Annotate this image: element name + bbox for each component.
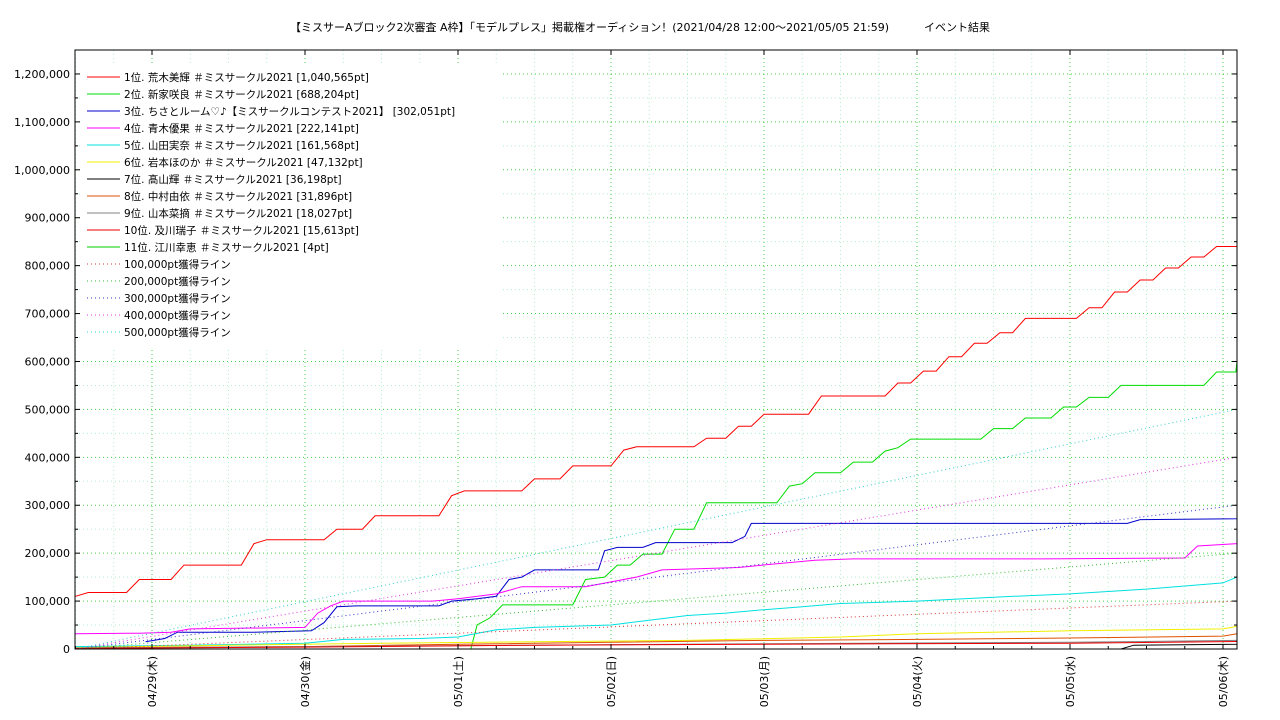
legend-label-5: 5位. 山田実奈 ＃ミスサークル2021 [161,568pt]	[124, 139, 359, 152]
legend-label-6: 6位. 岩本ほのか ＃ミスサークル2021 [47,132pt]	[124, 156, 363, 169]
y-tick-label: 100,000	[25, 595, 71, 608]
legend-label-15: 400,000pt獲得ライン	[124, 309, 231, 322]
x-tick-label: 05/04(火)	[911, 656, 924, 707]
legend-label-11: 11位. 江川幸恵 ＃ミスサークル2021 [4pt]	[124, 241, 329, 254]
y-tick-label: 1,200,000	[14, 68, 70, 81]
y-tick-label: 400,000	[25, 451, 71, 464]
y-tick-label: 0	[63, 643, 70, 656]
legend-label-14: 300,000pt獲得ライン	[124, 292, 231, 305]
y-tick-label: 600,000	[25, 355, 71, 368]
chart-title: 【ミスサーAブロック2次審査 A枠】「モデルプレス」掲載権オーディション！(20…	[0, 19, 1280, 35]
series-line-4	[75, 542, 1238, 635]
series-line-15	[75, 456, 1238, 650]
series-line-12	[75, 600, 1238, 650]
x-tick-label: 04/30(金)	[298, 656, 312, 707]
legend-label-10: 10位. 及川瑞子 ＃ミスサークル2021 [15,613pt]	[124, 224, 359, 237]
plot-frame	[74, 49, 1238, 650]
series-line-14	[75, 504, 1238, 650]
legend-box	[80, 63, 500, 350]
series-line-16	[75, 408, 1238, 650]
chart-subtitle: イベント結果	[924, 21, 991, 34]
y-tick-label: 900,000	[25, 212, 71, 225]
y-tick-label: 500,000	[25, 403, 71, 416]
chart-title-text: 【ミスサーAブロック2次審査 A枠】「モデルプレス」掲載権オーディション！(20…	[289, 21, 890, 34]
legend-label-16: 500,000pt獲得ライン	[124, 326, 231, 339]
legend-label-13: 200,000pt獲得ライン	[124, 275, 231, 288]
y-tick-label: 1,100,000	[14, 116, 70, 129]
x-tick-label: 05/02(日)	[605, 656, 618, 707]
series-line-2	[458, 319, 1238, 650]
x-tick-label: 05/01(土)	[452, 656, 465, 707]
series-line-3	[145, 504, 1238, 643]
series-line-5	[75, 571, 1238, 648]
legend-label-12: 100,000pt獲得ライン	[124, 258, 231, 271]
series-line-13	[75, 552, 1238, 650]
series-line-1	[75, 150, 1238, 597]
legend-label-2: 2位. 新家咲良 ＃ミスサークル2021 [688,204pt]	[124, 88, 359, 101]
legend-label-1: 1位. 荒木美輝 ＃ミスサークル2021 [1,040,565pt]	[124, 71, 369, 84]
x-tick-label: 05/06(木)	[1217, 656, 1230, 707]
x-tick-label: 05/05(水)	[1064, 656, 1077, 707]
legend-label-7: 7位. 髙山輝 ＃ミスサークル2021 [36,198pt]	[124, 173, 342, 186]
y-tick-label: 700,000	[25, 308, 71, 321]
legend-label-4: 4位. 青木優果 ＃ミスサークル2021 [222,141pt]	[124, 122, 359, 135]
x-tick-label: 05/03(月)	[758, 656, 771, 707]
y-tick-label: 200,000	[25, 547, 71, 560]
y-tick-label: 300,000	[25, 499, 71, 512]
legend-label-3: 3位. ちさとルーム♡♪【ミスサークルコンテスト2021】 [302,051pt…	[124, 105, 455, 118]
y-tick-label: 800,000	[25, 260, 71, 273]
legend-label-9: 9位. 山本菜摘 ＃ミスサークル2021 [18,027pt]	[124, 207, 352, 220]
y-tick-label: 1,000,000	[14, 164, 70, 177]
x-tick-label: 04/29(木)	[146, 656, 159, 707]
legend-label-8: 8位. 中村由依 ＃ミスサークル2021 [31,896pt]	[124, 190, 352, 203]
